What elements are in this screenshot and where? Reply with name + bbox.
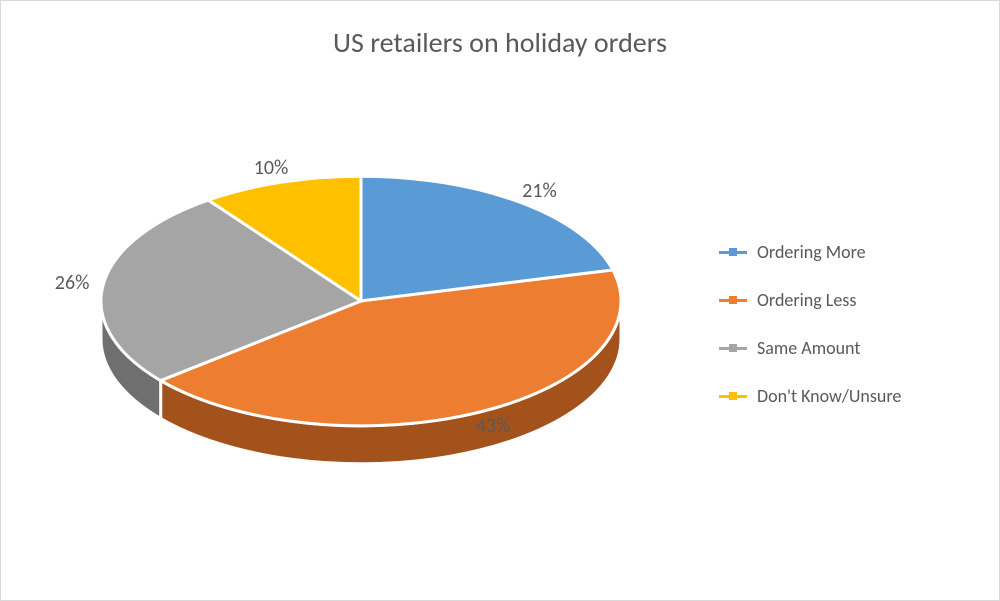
legend-marker (719, 395, 747, 398)
pie-chart: 21%43%26%10% (61, 111, 681, 551)
legend-label: Don't Know/Unsure (757, 385, 901, 407)
legend-marker (719, 251, 747, 254)
legend-label: Ordering More (757, 241, 866, 263)
legend-marker (719, 299, 747, 302)
legend-marker (719, 347, 747, 350)
legend-label: Ordering Less (757, 289, 856, 311)
chart-container: US retailers on holiday orders 21% 43% 26%… (0, 0, 1000, 601)
legend-item: Same Amount (719, 337, 959, 359)
pie-data-label: 21% (522, 179, 557, 203)
chart-title: US retailers on holiday orders (1, 25, 999, 60)
legend-item: Don't Know/Unsure (719, 385, 959, 407)
pie-data-label: 10% (254, 156, 289, 180)
legend: Ordering More Ordering Less Same Amount Don… (719, 241, 959, 433)
pie-data-label: 43% (476, 414, 511, 438)
legend-item: Ordering More (719, 241, 959, 263)
pie-data-label: 26% (55, 271, 90, 295)
legend-item: Ordering Less (719, 289, 959, 311)
legend-label: Same Amount (757, 337, 860, 359)
pie-svg (61, 111, 681, 551)
